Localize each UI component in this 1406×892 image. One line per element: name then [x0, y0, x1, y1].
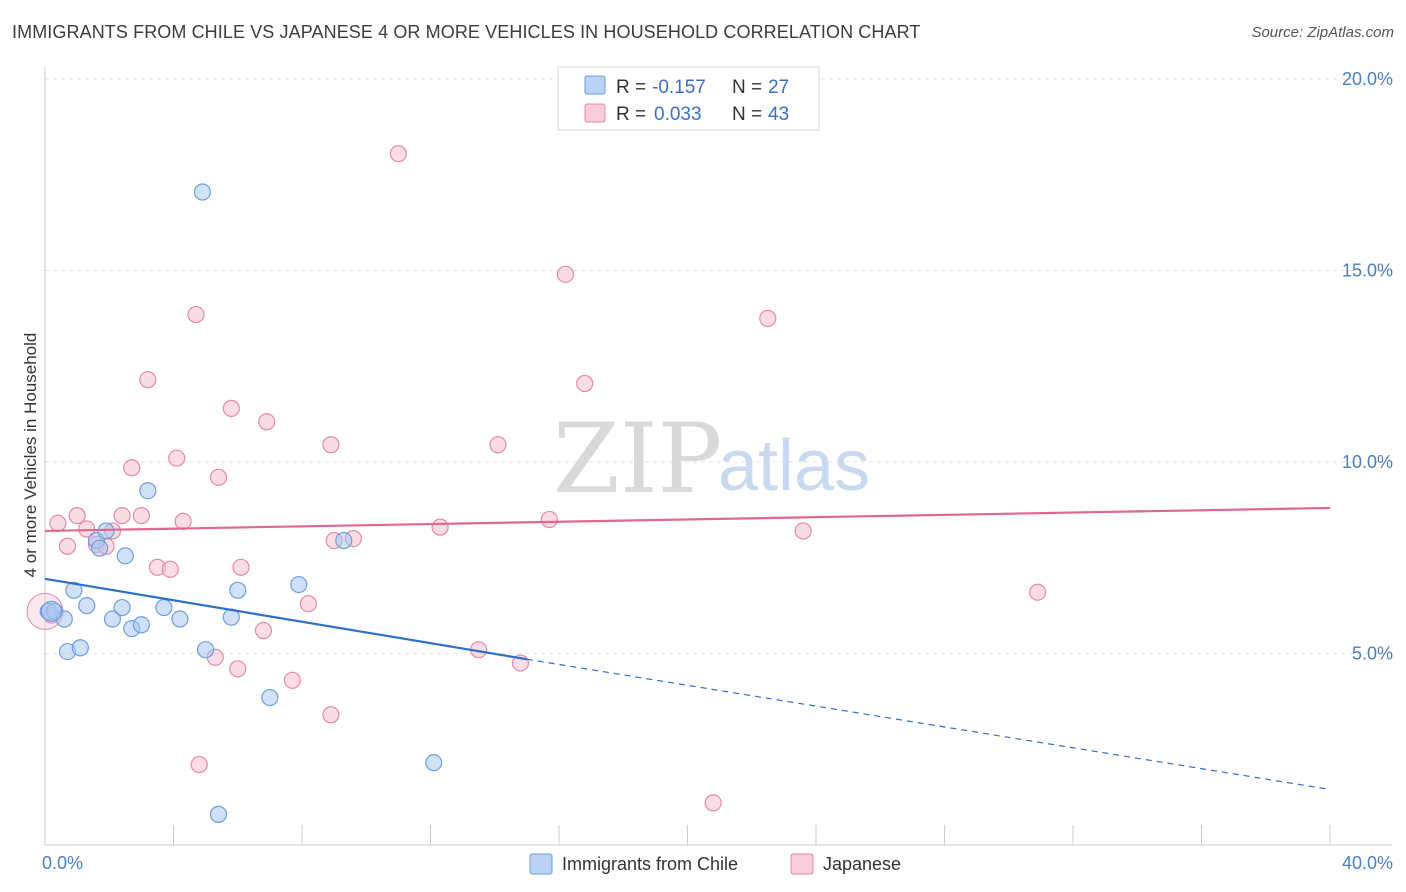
legend-r-value-chile: -0.157 — [652, 77, 706, 98]
series-legend-label-chile: Immigrants from Chile — [562, 854, 738, 874]
data-point-chile — [171, 610, 189, 628]
watermark-atlas: atlas — [718, 426, 870, 506]
legend-n-label-japanese: N = — [732, 104, 762, 125]
data-point-japanese — [232, 558, 250, 576]
data-point-chile — [193, 183, 212, 201]
data-point-japanese — [49, 514, 67, 532]
legend-n-value-japanese: 43 — [768, 104, 789, 125]
data-point-chile — [116, 547, 134, 565]
legend-n-label-chile: N = — [732, 77, 762, 98]
source-credit: Source: ZipAtlas.com — [1251, 24, 1394, 41]
data-point-japanese — [139, 371, 157, 389]
data-point-japanese — [123, 459, 141, 477]
data-point-chile — [113, 598, 131, 617]
data-point-japanese — [540, 510, 558, 529]
legend-r-label-japanese: R = — [616, 104, 646, 125]
data-point-chile — [71, 639, 89, 657]
data-point-chile — [261, 688, 279, 707]
data-point-japanese — [58, 537, 77, 555]
x-tick-labels: 0.0% 40.0% — [42, 853, 1393, 873]
legend-n-value-chile: 27 — [768, 77, 789, 98]
data-point-chile — [335, 531, 353, 550]
data-point-chile — [425, 754, 443, 772]
data-point-japanese — [576, 374, 594, 393]
legend-r-value-japanese: 0.033 — [654, 104, 702, 125]
data-point-japanese — [299, 595, 318, 613]
data-point-japanese — [322, 706, 340, 724]
data-point-chile — [209, 805, 228, 823]
data-point-chile — [197, 641, 215, 659]
data-point-chile — [229, 581, 247, 599]
data-point-japanese — [322, 436, 340, 454]
watermark-zip: ZIP — [553, 403, 722, 515]
data-point-japanese — [174, 512, 192, 530]
legend-swatch-japanese — [584, 103, 606, 123]
data-point-japanese — [389, 145, 407, 163]
y-tick-label: 10.0% — [1342, 452, 1393, 472]
data-point-japanese — [258, 413, 276, 431]
legend-r-label-chile: R = — [616, 77, 646, 98]
data-point-japanese — [254, 621, 273, 640]
series-legend-swatch-japanese — [790, 853, 814, 875]
data-point-japanese — [190, 755, 208, 774]
series-legend-swatch-chile — [529, 853, 553, 875]
data-point-chile — [78, 597, 96, 615]
data-point-japanese — [556, 265, 575, 283]
series-japanese-points — [26, 145, 1047, 812]
trend-line-chile — [44, 577, 528, 661]
data-point-japanese — [229, 660, 247, 678]
data-point-chile — [103, 610, 122, 628]
data-point-japanese — [132, 507, 150, 525]
y-tick-label: 15.0% — [1342, 261, 1393, 281]
data-point-chile-cluster — [40, 600, 63, 622]
data-point-japanese — [68, 507, 86, 525]
data-point-chile — [290, 575, 308, 594]
data-point-japanese — [704, 794, 722, 812]
y-axis-label: 4 or more Vehicles in Household — [21, 333, 40, 578]
trend-line-japanese — [44, 506, 1331, 533]
data-point-chile — [139, 482, 157, 500]
data-point-japanese — [209, 468, 228, 486]
data-point-japanese — [759, 309, 777, 327]
y-tick-label: 5.0% — [1352, 644, 1393, 664]
data-point-japanese — [222, 399, 240, 417]
data-point-japanese — [113, 507, 131, 525]
data-point-japanese — [431, 518, 449, 536]
x-tick-label: 0.0% — [42, 853, 83, 873]
data-point-chile — [91, 539, 109, 557]
y-tick-labels: 5.0% 10.0% 15.0% 20.0% — [1342, 69, 1393, 664]
x-tick-label: 40.0% — [1342, 853, 1393, 873]
series-legend-label-japanese: Japanese — [823, 854, 901, 874]
data-point-japanese — [1029, 583, 1047, 601]
series-chile-points — [39, 183, 443, 823]
correlation-legend: R = -0.157 N = 27 R = 0.033 N = 43 — [557, 66, 820, 131]
data-point-japanese — [187, 305, 205, 324]
data-point-japanese — [168, 449, 186, 467]
series-legend: Immigrants from Chile Japanese — [529, 853, 901, 875]
data-point-chile — [65, 581, 83, 599]
trend-lines — [44, 506, 1331, 791]
data-point-japanese — [794, 522, 812, 540]
data-point-japanese — [283, 671, 301, 689]
data-point-japanese — [161, 560, 179, 578]
y-tick-label: 20.0% — [1342, 69, 1393, 89]
data-point-japanese — [489, 436, 507, 454]
data-point-chile — [132, 616, 150, 634]
legend-swatch-chile — [584, 75, 606, 95]
data-point-chile — [155, 598, 173, 617]
axes — [44, 67, 1392, 846]
chart-title: IMMIGRANTS FROM CHILE VS JAPANESE 4 OR M… — [12, 22, 921, 42]
trend-line-chile-extension — [526, 658, 1331, 791]
